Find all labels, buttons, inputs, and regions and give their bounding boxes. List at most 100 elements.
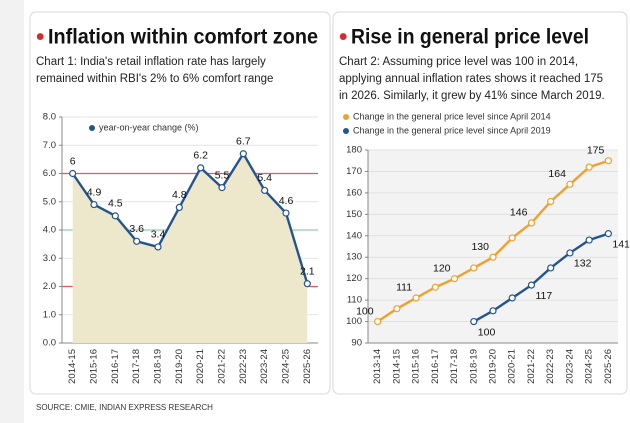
data-label: 146 [510,207,528,219]
x-tick-label: 2013-14 [372,349,383,384]
chart-subtitle: Chart 1: India's retail inflation rate h… [36,56,266,68]
x-tick-label: 2020-21 [507,349,518,384]
x-tick-label: 2016-17 [110,349,121,384]
y-tick-label: 150 [346,209,362,220]
area [72,153,308,343]
data-point [585,236,593,244]
x-tick-label: 2017-18 [449,349,460,384]
data-point [412,294,420,302]
data-label: 100 [478,326,496,338]
y-tick-label: 3.0 [43,253,56,264]
data-label: 141 [612,238,630,250]
x-tick-label: 2018-19 [153,349,164,384]
x-tick-label: 2016-17 [430,349,441,384]
y-tick-label: 160 [346,187,362,198]
x-tick-label: 2018-19 [468,349,479,384]
page-edge [0,0,24,423]
data-label: 5.5 [215,169,230,181]
data-point [303,280,311,288]
x-tick-label: 2020-21 [195,349,206,384]
data-point [527,219,536,227]
data-point [547,197,555,206]
data-label: 117 [535,290,552,302]
y-tick-label: 2.0 [43,281,56,292]
panel-frame [29,11,331,395]
chart-subtitle: applying annual inflation rates shows it… [339,73,603,85]
data-point [566,180,574,188]
source-note: SOURCE: CMIE, INDIAN EXPRESS RESEARCH [36,403,213,412]
data-point [508,294,516,302]
data-point [374,317,382,326]
x-tick-label: 2023-24 [564,349,575,384]
series-line [473,232,609,323]
panel-frame [332,11,628,395]
data-label: 6.7 [236,136,251,148]
data-point [508,234,516,242]
x-tick-label: 2024-25 [584,349,595,384]
data-point [218,184,226,192]
legend-marker [343,128,349,134]
y-tick-label: 90 [351,338,362,349]
data-point [393,305,401,313]
y-tick-label: 1.0 [43,309,56,320]
y-tick-label: 170 [346,166,362,177]
x-tick-label: 2017-18 [131,349,142,384]
legend-label: Change in the general price level since … [353,125,551,135]
data-point [604,230,612,238]
data-point [585,163,593,171]
data-label: 132 [574,258,592,270]
title-bullet: • [339,23,347,50]
data-label: 164 [548,168,566,180]
y-tick-label: 4.0 [43,225,56,236]
data-label: 6.2 [193,150,208,162]
x-tick-label: 2014-15 [391,349,402,384]
data-label: 4.8 [172,189,187,201]
legend-label: Change in the general price level since … [353,111,551,121]
x-tick-label: 2025-26 [603,349,614,384]
y-tick-label: 5.0 [43,196,56,207]
data-point [527,281,536,289]
x-tick-label: 2025-26 [302,349,313,384]
y-tick-label: 130 [346,252,362,263]
data-point [604,157,612,165]
data-label: 111 [396,282,412,294]
x-tick-label: 2023-24 [259,349,270,384]
data-point [239,150,247,158]
data-point [450,275,459,283]
y-tick-label: 140 [346,230,362,241]
y-tick-label: 180 [346,145,362,156]
data-point [282,209,290,217]
x-tick-label: 2019-20 [174,349,185,384]
chart-subtitle: in 2026. Similarly, it grew by 41% since… [339,90,605,102]
x-tick-label: 2021-22 [526,349,537,384]
legend-label: year-on-year change (%) [99,122,199,132]
data-label: 3.6 [129,223,144,235]
x-tick-label: 2015-16 [89,349,100,384]
data-label: 4.9 [87,186,102,198]
data-label: 120 [433,262,451,274]
data-point [197,164,205,172]
x-tick-label: 2021-22 [217,349,228,384]
legend-marker [343,114,349,120]
data-point [261,186,269,195]
data-label: 4.5 [108,198,123,210]
x-tick-label: 2024-25 [281,349,292,384]
x-tick-label: 2014-15 [67,349,78,384]
data-point [489,307,497,315]
data-point [489,253,497,261]
x-tick-label: 2019-20 [488,349,499,384]
data-point [69,169,77,178]
title-bullet: • [36,23,44,50]
y-tick-label: 7.0 [43,140,56,151]
data-label: 175 [587,145,605,157]
x-tick-label: 2015-16 [411,349,422,384]
data-label: 6 [70,155,76,167]
chart-title: Inflation within comfort zone [48,26,318,49]
data-point [431,283,439,291]
legend-marker [89,125,95,131]
y-tick-label: 120 [346,273,362,284]
y-tick-label: 100 [346,316,362,327]
data-label: 3.4 [151,229,166,241]
data-point [90,200,98,209]
data-point [133,237,141,245]
